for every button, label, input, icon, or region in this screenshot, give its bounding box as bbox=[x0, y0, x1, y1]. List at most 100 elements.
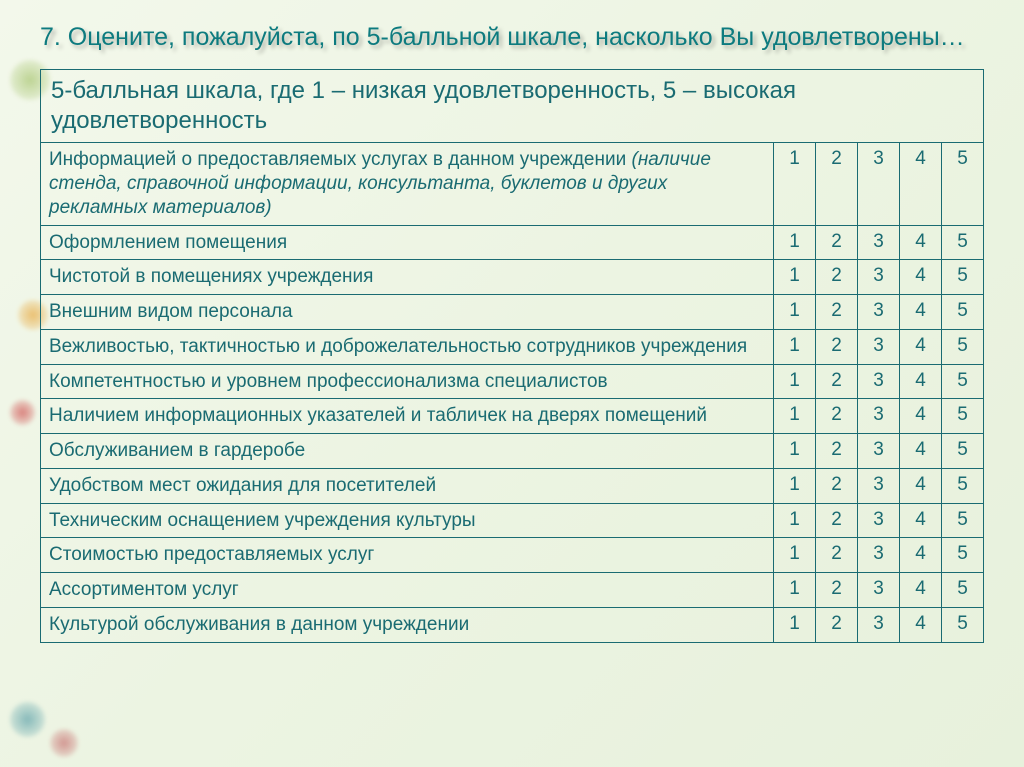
question-text: Обслуживанием в гардеробе bbox=[49, 440, 305, 461]
question-cell: Ассортиментом услуг bbox=[41, 573, 774, 608]
table-row: Наличием информационных указателей и таб… bbox=[41, 399, 984, 434]
table-row: Ассортиментом услуг12345 bbox=[41, 573, 984, 608]
rating-cell-5[interactable]: 5 bbox=[942, 364, 984, 399]
rating-cell-1[interactable]: 1 bbox=[774, 607, 816, 642]
rating-cell-5[interactable]: 5 bbox=[942, 295, 984, 330]
rating-cell-1[interactable]: 1 bbox=[774, 329, 816, 364]
rating-cell-2[interactable]: 2 bbox=[816, 538, 858, 573]
rating-cell-5[interactable]: 5 bbox=[942, 225, 984, 260]
question-text: Стоимостью предоставляемых услуг bbox=[49, 544, 374, 565]
rating-cell-4[interactable]: 4 bbox=[900, 295, 942, 330]
rating-cell-2[interactable]: 2 bbox=[816, 399, 858, 434]
question-text: Чистотой в помещениях учреждения bbox=[49, 266, 373, 287]
table-row: Удобством мест ожидания для посетителей1… bbox=[41, 468, 984, 503]
rating-cell-1[interactable]: 1 bbox=[774, 503, 816, 538]
rating-cell-4[interactable]: 4 bbox=[900, 434, 942, 469]
rating-cell-4[interactable]: 4 bbox=[900, 399, 942, 434]
rating-cell-3[interactable]: 3 bbox=[858, 468, 900, 503]
table-row: Оформлением помещения 12345 bbox=[41, 225, 984, 260]
question-cell: Техническим оснащением учреждения культу… bbox=[41, 503, 774, 538]
rating-cell-2[interactable]: 2 bbox=[816, 295, 858, 330]
question-text: Оформлением помещения bbox=[49, 232, 287, 253]
question-text: Вежливостью, тактичностью и доброжелател… bbox=[49, 336, 747, 357]
rating-cell-3[interactable]: 3 bbox=[858, 434, 900, 469]
rating-cell-1[interactable]: 1 bbox=[774, 295, 816, 330]
rating-cell-5[interactable]: 5 bbox=[942, 399, 984, 434]
rating-cell-5[interactable]: 5 bbox=[942, 434, 984, 469]
slide-container: 7. Оцените, пожалуйста, по 5-балльной шк… bbox=[0, 0, 1024, 663]
rating-cell-3[interactable]: 3 bbox=[858, 573, 900, 608]
table-row: Техническим оснащением учреждения культу… bbox=[41, 503, 984, 538]
rating-cell-3[interactable]: 3 bbox=[858, 399, 900, 434]
rating-cell-5[interactable]: 5 bbox=[942, 260, 984, 295]
rating-cell-2[interactable]: 2 bbox=[816, 143, 858, 225]
question-title: 7. Оцените, пожалуйста, по 5-балльной шк… bbox=[40, 22, 984, 53]
rating-cell-1[interactable]: 1 bbox=[774, 468, 816, 503]
question-cell: Чистотой в помещениях учреждения bbox=[41, 260, 774, 295]
rating-cell-3[interactable]: 3 bbox=[858, 260, 900, 295]
question-text: Компетентностью и уровнем профессионализ… bbox=[49, 371, 608, 392]
rating-cell-2[interactable]: 2 bbox=[816, 573, 858, 608]
rating-cell-4[interactable]: 4 bbox=[900, 503, 942, 538]
rating-cell-4[interactable]: 4 bbox=[900, 225, 942, 260]
question-cell: Вежливостью, тактичностью и доброжелател… bbox=[41, 329, 774, 364]
table-row: Чистотой в помещениях учреждения 12345 bbox=[41, 260, 984, 295]
rating-cell-2[interactable]: 2 bbox=[816, 260, 858, 295]
rating-cell-4[interactable]: 4 bbox=[900, 143, 942, 225]
rating-table: 5-балльная шкала, где 1 – низкая удовлет… bbox=[40, 69, 984, 642]
rating-cell-4[interactable]: 4 bbox=[900, 260, 942, 295]
question-text: Техническим оснащением учреждения культу… bbox=[49, 510, 476, 531]
question-cell: Внешним видом персонала bbox=[41, 295, 774, 330]
rating-cell-3[interactable]: 3 bbox=[858, 538, 900, 573]
rating-cell-4[interactable]: 4 bbox=[900, 329, 942, 364]
rating-cell-1[interactable]: 1 bbox=[774, 260, 816, 295]
rating-cell-2[interactable]: 2 bbox=[816, 503, 858, 538]
rating-cell-3[interactable]: 3 bbox=[858, 503, 900, 538]
rating-cell-4[interactable]: 4 bbox=[900, 468, 942, 503]
rating-cell-4[interactable]: 4 bbox=[900, 607, 942, 642]
rating-cell-1[interactable]: 1 bbox=[774, 434, 816, 469]
rating-cell-2[interactable]: 2 bbox=[816, 607, 858, 642]
question-text: Внешним видом персонала bbox=[49, 301, 293, 322]
rating-cell-3[interactable]: 3 bbox=[858, 329, 900, 364]
rating-cell-1[interactable]: 1 bbox=[774, 573, 816, 608]
question-cell: Наличием информационных указателей и таб… bbox=[41, 399, 774, 434]
rating-cell-2[interactable]: 2 bbox=[816, 434, 858, 469]
rating-cell-5[interactable]: 5 bbox=[942, 607, 984, 642]
question-text: Наличием информационных указателей и таб… bbox=[49, 405, 707, 426]
rating-cell-5[interactable]: 5 bbox=[942, 143, 984, 225]
rating-cell-1[interactable]: 1 bbox=[774, 143, 816, 225]
table-row: Компетентностью и уровнем профессионализ… bbox=[41, 364, 984, 399]
rating-cell-2[interactable]: 2 bbox=[816, 225, 858, 260]
table-row: Вежливостью, тактичностью и доброжелател… bbox=[41, 329, 984, 364]
table-row: Стоимостью предоставляемых услуг 12345 bbox=[41, 538, 984, 573]
decorative-blob bbox=[50, 729, 78, 757]
question-text: Информацией о предоставляемых услугах в … bbox=[49, 149, 632, 170]
rating-cell-5[interactable]: 5 bbox=[942, 329, 984, 364]
rating-cell-3[interactable]: 3 bbox=[858, 295, 900, 330]
rating-cell-4[interactable]: 4 bbox=[900, 364, 942, 399]
rating-cell-1[interactable]: 1 bbox=[774, 399, 816, 434]
question-cell: Обслуживанием в гардеробе bbox=[41, 434, 774, 469]
rating-cell-1[interactable]: 1 bbox=[774, 364, 816, 399]
rating-cell-1[interactable]: 1 bbox=[774, 538, 816, 573]
rating-cell-2[interactable]: 2 bbox=[816, 468, 858, 503]
decorative-blob bbox=[10, 702, 45, 737]
rating-cell-5[interactable]: 5 bbox=[942, 538, 984, 573]
question-cell: Оформлением помещения bbox=[41, 225, 774, 260]
rating-cell-5[interactable]: 5 bbox=[942, 573, 984, 608]
rating-cell-3[interactable]: 3 bbox=[858, 225, 900, 260]
rating-cell-3[interactable]: 3 bbox=[858, 364, 900, 399]
rating-cell-3[interactable]: 3 bbox=[858, 143, 900, 225]
rating-cell-5[interactable]: 5 bbox=[942, 468, 984, 503]
rating-cell-4[interactable]: 4 bbox=[900, 538, 942, 573]
rating-cell-1[interactable]: 1 bbox=[774, 225, 816, 260]
rating-cell-2[interactable]: 2 bbox=[816, 364, 858, 399]
rating-cell-2[interactable]: 2 bbox=[816, 329, 858, 364]
question-cell: Стоимостью предоставляемых услуг bbox=[41, 538, 774, 573]
rating-cell-4[interactable]: 4 bbox=[900, 573, 942, 608]
question-cell: Культурой обслуживания в данном учрежден… bbox=[41, 607, 774, 642]
rating-cell-5[interactable]: 5 bbox=[942, 503, 984, 538]
rating-cell-3[interactable]: 3 bbox=[858, 607, 900, 642]
question-cell: Удобством мест ожидания для посетителей bbox=[41, 468, 774, 503]
